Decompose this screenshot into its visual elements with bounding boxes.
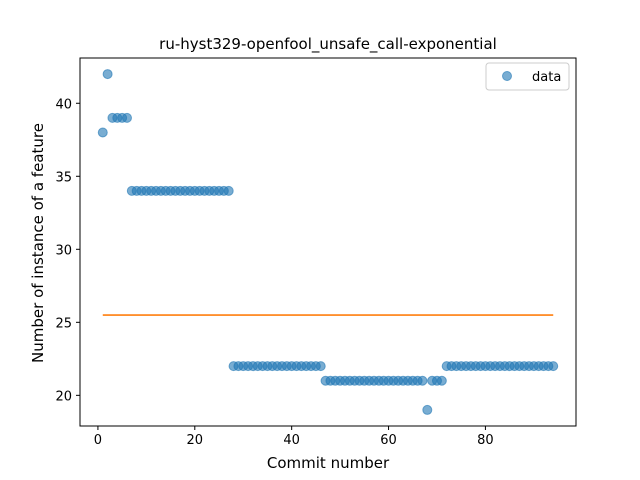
legend-frame (485, 62, 570, 91)
data-point (548, 361, 559, 372)
x-tick-label: 80 (477, 433, 494, 448)
y-axis-label: Number of instance of a feature (29, 123, 47, 363)
axes-layer: 0 20 40 60 80 20 25 30 35 40 (55, 57, 577, 448)
data-point (223, 185, 234, 196)
plot-layer (97, 69, 559, 415)
data-point (121, 112, 132, 123)
y-tick-label: 40 (55, 97, 72, 112)
x-tick-label: 20 (187, 433, 204, 448)
chart-title: ru-hyst329-openfool_unsafe_call-exponent… (159, 35, 497, 54)
legend-marker-data (502, 71, 512, 81)
legend: data (485, 62, 570, 91)
axes-frame (79, 57, 577, 427)
data-point (436, 375, 447, 386)
y-tick-label: 20 (55, 389, 72, 404)
data-point (102, 69, 113, 80)
data-point (417, 375, 428, 386)
x-tick-label: 40 (283, 433, 300, 448)
x-axis-label: Commit number (267, 454, 390, 472)
data-point (315, 361, 326, 372)
y-tick-label: 35 (55, 170, 72, 185)
x-tick-label: 0 (94, 433, 102, 448)
y-tick-label: 25 (55, 316, 72, 331)
x-tick-label: 60 (380, 433, 397, 448)
legend-label-data: data (532, 70, 561, 85)
y-tick-label: 30 (55, 243, 72, 258)
data-point (422, 404, 433, 415)
data-point (97, 127, 108, 138)
